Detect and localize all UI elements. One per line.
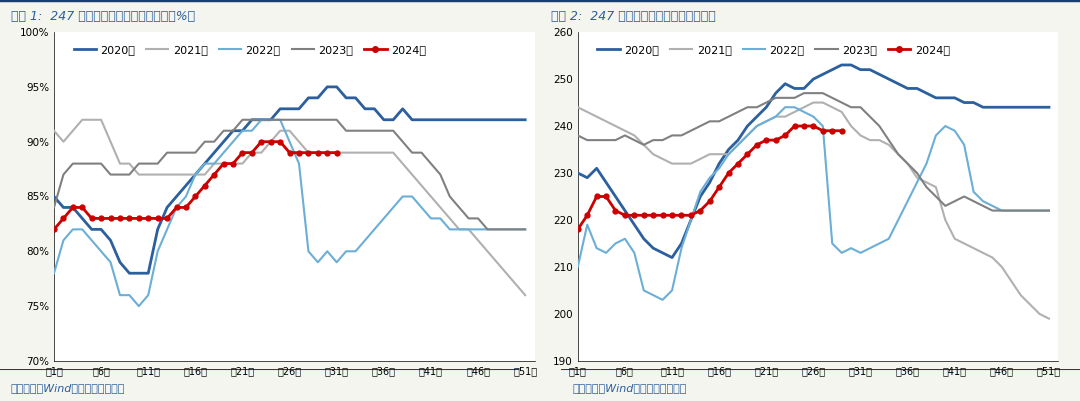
Text: 资料来源：Wind，国盛证券研究所: 资料来源：Wind，国盛证券研究所 [572,383,687,393]
Legend: 2020年, 2021年, 2022年, 2023年, 2024年: 2020年, 2021年, 2022年, 2023年, 2024年 [593,41,955,60]
Text: 图表 1:  247 家样本钢厂炼铁产能利用率（%）: 图表 1: 247 家样本钢厂炼铁产能利用率（%） [11,10,194,22]
Legend: 2020年, 2021年, 2022年, 2023年, 2024年: 2020年, 2021年, 2022年, 2023年, 2024年 [69,41,431,60]
Text: 资料来源：Wind，国盛证券研究所: 资料来源：Wind，国盛证券研究所 [11,383,125,393]
Text: 图表 2:  247 家钢厂日均铁水产量（万吨）: 图表 2: 247 家钢厂日均铁水产量（万吨） [551,10,716,22]
